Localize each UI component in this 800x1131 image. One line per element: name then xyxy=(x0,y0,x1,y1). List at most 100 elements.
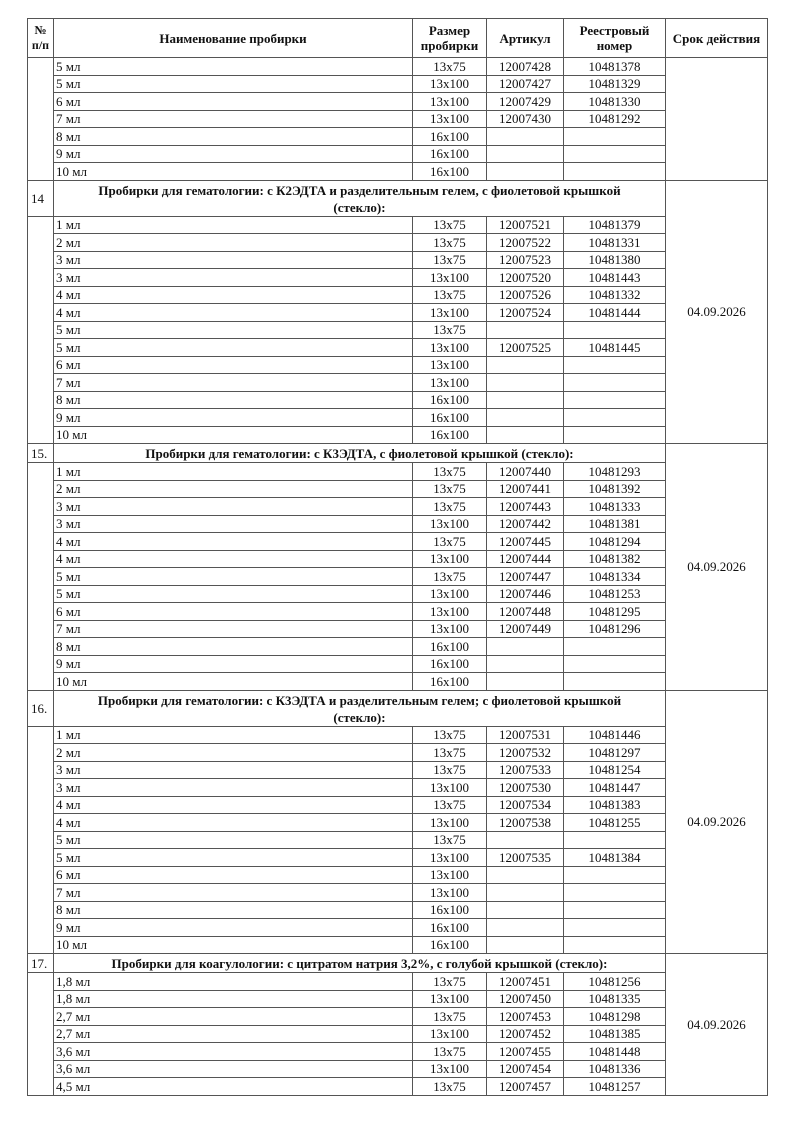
article-number xyxy=(486,830,564,849)
registry-number: 10481448 xyxy=(563,1042,666,1061)
tube-name: 3 мл xyxy=(53,497,413,516)
tube-size: 16x100 xyxy=(412,408,487,427)
table-row: 9 мл 16x100 xyxy=(28,408,768,427)
section-number: 16. xyxy=(27,689,54,727)
tube-size: 13x75 xyxy=(412,320,487,339)
tube-name: 10 мл xyxy=(53,425,413,444)
article-number: 12007447 xyxy=(486,567,564,586)
tube-name: 4 мл xyxy=(53,549,413,568)
article-number: 12007532 xyxy=(486,743,564,762)
tube-size: 13x100 xyxy=(412,1024,487,1043)
number-spacer-cell xyxy=(27,57,54,181)
registry-number: 10481294 xyxy=(563,532,666,551)
tube-size: 16x100 xyxy=(412,425,487,444)
section-header-row: 16. Пробирки для гематологии: с К3ЭДТА и … xyxy=(27,689,768,954)
article-number xyxy=(486,425,564,444)
tube-name: 2 мл xyxy=(53,233,413,252)
tube-name: 4 мл xyxy=(53,795,413,814)
article-number xyxy=(486,637,564,656)
article-number xyxy=(486,320,564,339)
registry-number: 10481292 xyxy=(563,109,666,128)
table-row: 1 мл 13x75 12007521 10481379 xyxy=(27,215,768,444)
tube-name: 2 мл xyxy=(53,479,413,498)
tube-size: 13x75 xyxy=(412,285,487,304)
registry-number: 10481253 xyxy=(563,584,666,603)
article-number: 12007429 xyxy=(486,92,564,111)
table-row: 7 мл 13x100 12007430 10481292 xyxy=(28,109,768,128)
table-row: 2,7 мл 13x100 12007452 10481385 xyxy=(28,1024,768,1043)
article-number xyxy=(486,883,564,902)
tube-size: 13x75 xyxy=(412,479,487,498)
article-number: 12007531 xyxy=(486,725,564,744)
tube-size: 13x100 xyxy=(412,848,487,867)
registry-number xyxy=(563,355,666,374)
article-number xyxy=(486,935,564,954)
section-title: Пробирки для гематологии: с К2ЭДТА и раз… xyxy=(53,179,666,217)
registry-number: 10481296 xyxy=(563,619,666,638)
tube-size: 16x100 xyxy=(412,637,487,656)
table-row: 1 мл 13x75 12007440 10481293 xyxy=(27,462,768,691)
section-number: 15. xyxy=(27,443,54,463)
tube-size: 13x100 xyxy=(412,549,487,568)
table-row: 8 мл 16x100 xyxy=(28,900,768,919)
tube-size: 13x75 xyxy=(412,567,487,586)
article-number: 12007457 xyxy=(486,1077,564,1096)
article-number xyxy=(486,127,564,146)
article-number: 12007520 xyxy=(486,268,564,287)
tube-name: 1,8 мл xyxy=(53,972,413,991)
section-title: Пробирки для гематологии: с К3ЭДТА и раз… xyxy=(53,689,666,727)
table-row: 4 мл 13x75 12007526 10481332 xyxy=(28,285,768,304)
article-number xyxy=(486,900,564,919)
tube-name: 7 мл xyxy=(53,619,413,638)
registry-number: 10481255 xyxy=(563,813,666,832)
tube-name: 5 мл xyxy=(53,320,413,339)
table-row: 4,5 мл 13x75 12007457 10481257 xyxy=(28,1077,768,1096)
registry-number xyxy=(563,935,666,954)
table-row: 3 мл 13x75 12007533 10481254 xyxy=(28,760,768,779)
table-row: 2 мл 13x75 12007532 10481297 xyxy=(28,743,768,762)
article-number: 12007440 xyxy=(486,462,564,481)
article-number: 12007535 xyxy=(486,848,564,867)
tube-name: 5 мл xyxy=(53,848,413,867)
registry-number xyxy=(563,637,666,656)
tube-size: 13x75 xyxy=(412,250,487,269)
tube-name: 5 мл xyxy=(53,567,413,586)
registry-number: 10481332 xyxy=(563,285,666,304)
registry-number xyxy=(563,425,666,444)
article-number xyxy=(486,654,564,673)
table-row: 3 мл 13x75 12007523 10481380 xyxy=(28,250,768,269)
article-number: 12007450 xyxy=(486,989,564,1008)
registry-number xyxy=(563,408,666,427)
table-row: 3 мл 13x100 12007520 10481443 xyxy=(28,268,768,287)
tube-size: 13x75 xyxy=(412,760,487,779)
article-number: 12007428 xyxy=(486,57,564,76)
tube-size: 13x100 xyxy=(412,865,487,884)
table-row: 1 мл 13x75 12007531 10481446 xyxy=(27,725,768,954)
tube-name: 2,7 мл xyxy=(53,1024,413,1043)
article-number: 12007525 xyxy=(486,338,564,357)
article-number xyxy=(486,355,564,374)
table-body: 5 мл 13x75 12007428 10481378 5 мл 13x100 12007… xyxy=(27,57,768,1096)
registry-number: 10481330 xyxy=(563,92,666,111)
table-row: 7 мл 13x100 xyxy=(28,883,768,902)
tube-size: 13x100 xyxy=(412,514,487,533)
table-row: 10 мл 16x100 xyxy=(28,425,768,444)
article-number: 12007441 xyxy=(486,479,564,498)
header-registry: Реестровый номер xyxy=(563,18,666,58)
article-number: 12007451 xyxy=(486,972,564,991)
registry-number: 10481336 xyxy=(563,1059,666,1078)
header-expiry: Срок действия xyxy=(665,18,768,58)
table-row: 3,6 мл 13x100 12007454 10481336 xyxy=(28,1059,768,1078)
number-spacer-cell xyxy=(27,725,54,954)
registry-number xyxy=(563,320,666,339)
tube-name: 6 мл xyxy=(53,865,413,884)
tube-size: 16x100 xyxy=(412,672,487,691)
tube-name: 3 мл xyxy=(53,760,413,779)
table-row: 2 мл 13x75 12007522 10481331 xyxy=(28,233,768,252)
registry-number: 10481257 xyxy=(563,1077,666,1096)
table-row: 9 мл 16x100 xyxy=(28,918,768,937)
tube-name: 10 мл xyxy=(53,935,413,954)
tube-size: 13x100 xyxy=(412,584,487,603)
tube-name: 8 мл xyxy=(53,390,413,409)
table-header-row: № п/п Наименование пробирки Размер проби… xyxy=(27,18,768,58)
